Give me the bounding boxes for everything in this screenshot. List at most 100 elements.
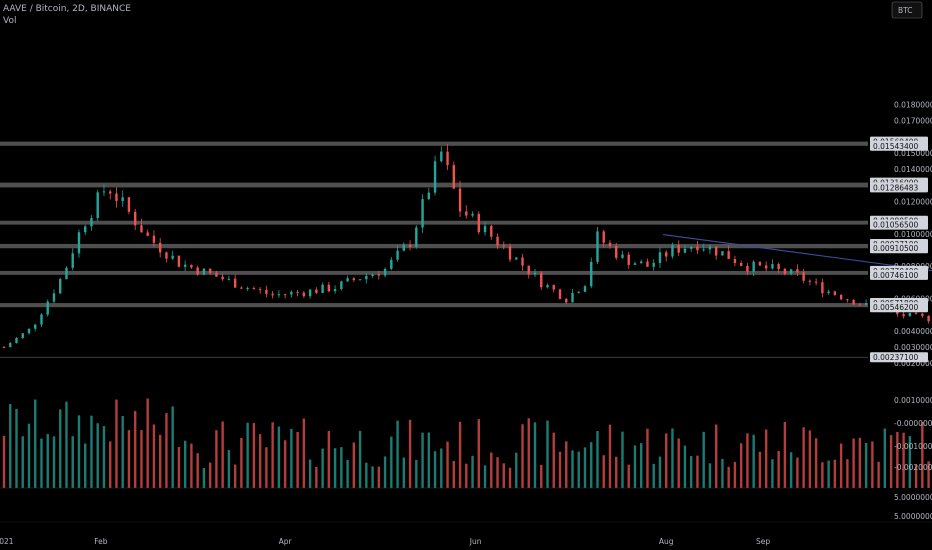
price-label-box (870, 219, 928, 230)
candle (746, 265, 749, 272)
price-label-text: 0.00546200 (873, 303, 919, 312)
volume-bar (914, 465, 918, 488)
price-tick-label: 0.01000000 (894, 230, 932, 239)
candle (321, 284, 324, 293)
candle (552, 285, 555, 290)
volume-bar (671, 428, 674, 488)
candle (802, 272, 805, 281)
price-label-box (870, 269, 928, 280)
volume-bar (758, 451, 762, 488)
volume-bar (421, 432, 424, 488)
candle (521, 257, 524, 266)
candle (277, 294, 281, 296)
candle (165, 252, 168, 259)
candle (415, 227, 418, 247)
candle (708, 246, 712, 250)
volume-bar (921, 422, 924, 488)
volume-bar (552, 432, 555, 488)
volume-bar (546, 420, 549, 488)
volume-bar (352, 442, 356, 488)
zone-band (0, 141, 868, 146)
candle (327, 284, 331, 292)
volume-bar (615, 456, 618, 488)
volume-bar (908, 436, 912, 488)
volume-bar (702, 431, 705, 488)
volume-tick-label: -0.00200000 (894, 463, 932, 472)
volume-tick-label: 0.00100000 (894, 396, 932, 405)
volume-bar (140, 430, 143, 488)
volume-bar (658, 456, 662, 488)
candle (121, 197, 124, 201)
candle (221, 276, 224, 280)
candle (65, 267, 68, 280)
volume-bar (277, 426, 281, 488)
volume-bar (333, 448, 337, 488)
candle (365, 275, 368, 280)
price-label-box (870, 243, 928, 254)
time-tick-label: Feb (94, 537, 108, 546)
volume-bar (327, 431, 331, 488)
volume-bar (34, 399, 37, 488)
price-tick-label: 0.01500000 (894, 149, 932, 158)
volume-bar (84, 443, 87, 488)
candle (183, 264, 187, 267)
volume-bar (764, 429, 768, 488)
candle (21, 333, 24, 338)
volume-bar (158, 434, 162, 488)
volume-bar (315, 466, 318, 488)
volume-bar (458, 421, 462, 488)
volume-bar (496, 457, 499, 488)
candle (283, 294, 287, 296)
volume-bar (515, 452, 518, 488)
volume-bar (502, 463, 505, 488)
candle (427, 192, 431, 200)
trendline-group (663, 234, 932, 272)
currency-badge (891, 1, 923, 19)
candle (265, 289, 268, 294)
candle (383, 268, 387, 276)
volume-bar (665, 433, 668, 488)
volume-bar (227, 450, 231, 488)
volume-bar (121, 415, 124, 488)
volume-bar (927, 461, 930, 488)
candle (902, 314, 905, 317)
candle (46, 301, 49, 315)
volume-bar (733, 462, 737, 488)
candle (59, 279, 62, 294)
volume-bar (896, 431, 899, 488)
candle (777, 264, 780, 270)
volume-bar (571, 450, 574, 488)
candle (764, 265, 768, 269)
price-tick-label: 0.00300000 (894, 343, 932, 352)
volume-bar (133, 411, 137, 488)
volume-bar (483, 465, 487, 488)
candle (446, 151, 449, 166)
volume-bar (583, 447, 587, 488)
volume-bar (258, 434, 262, 488)
candle (652, 262, 655, 267)
time-tick-label: Jun (469, 537, 482, 546)
candle (833, 291, 837, 295)
candles (2, 144, 930, 349)
volume-bar (465, 463, 468, 488)
volume-bar (771, 459, 774, 488)
candle (633, 263, 637, 265)
volume-bar (821, 462, 824, 488)
volume-bar (215, 430, 218, 488)
volume-bar (471, 455, 474, 488)
candle (258, 289, 262, 291)
candle (296, 291, 299, 293)
volume-bar (302, 418, 306, 488)
price-tick-label: 0.00400000 (894, 327, 932, 336)
volume-bar (377, 466, 381, 488)
volume-bar (321, 448, 324, 488)
candle (396, 250, 399, 260)
candle (140, 225, 143, 233)
volume-bar (2, 435, 6, 488)
volume-bar (40, 438, 43, 488)
volume-bar (508, 467, 512, 488)
candle (471, 213, 474, 216)
volume-bar (558, 451, 562, 488)
candle (490, 225, 493, 237)
